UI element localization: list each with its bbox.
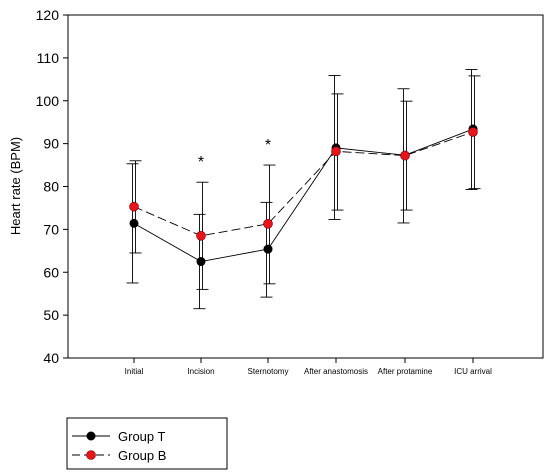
- y-tick-label: 90: [43, 136, 59, 152]
- series-line: [133, 128, 474, 263]
- data-point: [468, 127, 478, 137]
- series-group-b: [129, 75, 481, 290]
- legend-label-group-b: Group B: [118, 448, 166, 463]
- y-tick-label: 110: [37, 50, 60, 66]
- data-point: [196, 257, 206, 267]
- y-tick-label: 70: [43, 221, 59, 237]
- data-point: [263, 219, 273, 229]
- legend: Group T Group B: [66, 417, 228, 470]
- legend-label-group-t: Group T: [118, 429, 166, 444]
- data-point: [129, 201, 139, 212]
- y-tick-label: 100: [36, 93, 60, 109]
- x-tick-label: Initial: [125, 367, 144, 376]
- series-line: [133, 131, 474, 237]
- y-tick-label: 120: [36, 7, 60, 23]
- y-axis-ticks: 40 50 60 70 80 90 100 110 120: [36, 7, 68, 366]
- data-point: [129, 218, 139, 228]
- data-point: [263, 244, 273, 254]
- y-tick-label: 50: [43, 307, 59, 323]
- data-point: [331, 146, 341, 157]
- x-tick-label: Incision: [187, 367, 214, 376]
- y-tick-label: 60: [43, 264, 59, 280]
- legend-box: [66, 417, 228, 470]
- x-axis-ticks: Initial Incision Sternotomy After anastomos…: [125, 358, 492, 376]
- y-axis-title: Heart rate (BPM): [8, 137, 23, 235]
- x-tick-label: ICU arrival: [454, 367, 492, 376]
- y-tick-label: 80: [43, 179, 59, 195]
- legend-marker-group-t: [86, 431, 96, 441]
- x-tick-label: After protamine: [378, 367, 433, 376]
- annotations: **: [198, 137, 271, 171]
- y-tick-label: 40: [43, 350, 59, 366]
- legend-marker-group-b: [86, 450, 96, 460]
- significance-marker: *: [198, 154, 204, 171]
- data-point: [400, 150, 410, 161]
- series-layer: [126, 69, 481, 310]
- series-group-t: [126, 69, 478, 310]
- data-point: [196, 231, 206, 241]
- significance-marker: *: [265, 137, 271, 154]
- x-tick-label: After anastomosis: [304, 367, 368, 376]
- x-tick-label: Sternotomy: [248, 367, 289, 376]
